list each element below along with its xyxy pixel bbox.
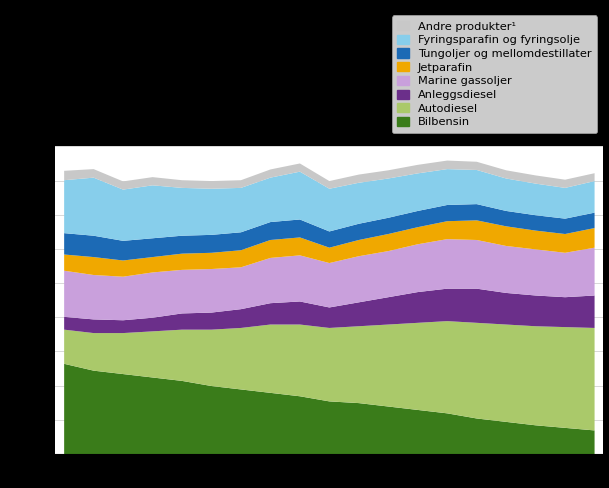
Legend: Andre produkter¹, Fyringsparafin og fyringsolje, Tungoljer og mellomdestillater,: Andre produkter¹, Fyringsparafin og fyri… xyxy=(392,16,597,133)
